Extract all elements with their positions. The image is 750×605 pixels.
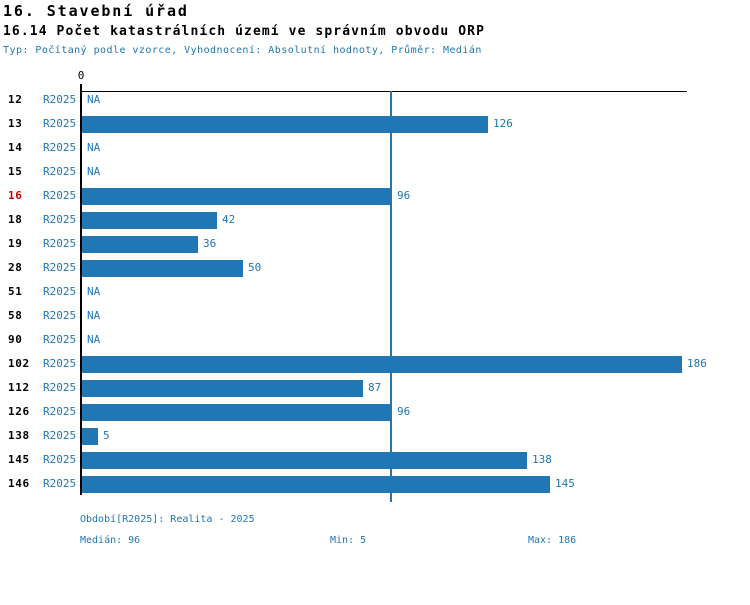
- chart-row: 12 R2025 NA: [0, 88, 750, 112]
- bar-value-label: 42: [222, 213, 236, 226]
- row-category-label: 102: [8, 357, 30, 370]
- chart-row: 58 R2025 NA: [0, 304, 750, 328]
- bar: [82, 404, 392, 421]
- row-category-label: 51: [8, 285, 23, 298]
- chart-row: 51 R2025 NA: [0, 280, 750, 304]
- na-label: NA: [87, 309, 101, 322]
- row-series-label: R2025: [43, 93, 77, 106]
- row-category-label: 138: [8, 429, 30, 442]
- chart-row: 15 R2025 NA: [0, 160, 750, 184]
- row-series-label: R2025: [43, 189, 77, 202]
- row-category-label: 15: [8, 165, 23, 178]
- chart-row: 126 R2025 96: [0, 400, 750, 424]
- row-series-label: R2025: [43, 141, 77, 154]
- bar-value-label: 126: [493, 117, 513, 130]
- row-category-label: 19: [8, 237, 23, 250]
- row-category-label: 126: [8, 405, 30, 418]
- row-series-label: R2025: [43, 405, 77, 418]
- row-category-label: 145: [8, 453, 30, 466]
- bar: [82, 212, 217, 229]
- row-category-label: 18: [8, 213, 23, 226]
- chart-row: 112 R2025 87: [0, 376, 750, 400]
- bar: [82, 380, 363, 397]
- chart-row: 28 R2025 50: [0, 256, 750, 280]
- median-reference-line: [390, 91, 392, 502]
- row-category-label: 14: [8, 141, 23, 154]
- bar: [82, 476, 550, 493]
- row-series-label: R2025: [43, 333, 77, 346]
- bar-value-label: 186: [687, 357, 707, 370]
- bar-value-label: 36: [203, 237, 217, 250]
- row-series-label: R2025: [43, 261, 77, 274]
- na-label: NA: [87, 285, 101, 298]
- footer-period: Období[R2025]: Realita - 2025: [80, 514, 255, 525]
- chart-row: 146 R2025 145: [0, 472, 750, 496]
- row-category-label: 112: [8, 381, 30, 394]
- chart-row: 13 R2025 126: [0, 112, 750, 136]
- bar-value-label: 50: [248, 261, 262, 274]
- bar: [82, 356, 682, 373]
- bar: [82, 116, 488, 133]
- row-category-label: 28: [8, 261, 23, 274]
- row-category-label: 58: [8, 309, 23, 322]
- chart-row: 18 R2025 42: [0, 208, 750, 232]
- chart-meta-info: Typ: Počítaný podle vzorce, Vyhodnocení:…: [3, 45, 482, 56]
- row-series-label: R2025: [43, 117, 77, 130]
- footer-max: Max: 186: [528, 535, 577, 546]
- chart-row: 138 R2025 5: [0, 424, 750, 448]
- bar-value-label: 96: [397, 189, 411, 202]
- chart-title: 16.14 Počet katastrálních území ve správ…: [3, 24, 486, 39]
- footer-median: Medián: 96: [80, 535, 141, 546]
- na-label: NA: [87, 333, 101, 346]
- bar-value-label: 96: [397, 405, 411, 418]
- chart-row: 102 R2025 186: [0, 352, 750, 376]
- row-series-label: R2025: [43, 213, 77, 226]
- chart-row: 145 R2025 138: [0, 448, 750, 472]
- row-category-label: 12: [8, 93, 23, 106]
- x-axis-top-line: [80, 91, 687, 92]
- row-series-label: R2025: [43, 381, 77, 394]
- bar-value-label: 138: [532, 453, 552, 466]
- chart-row: 90 R2025 NA: [0, 328, 750, 352]
- row-category-label: 16: [8, 189, 23, 202]
- row-series-label: R2025: [43, 285, 77, 298]
- na-label: NA: [87, 93, 101, 106]
- chart-row: 14 R2025 NA: [0, 136, 750, 160]
- bar: [82, 236, 198, 253]
- bar: [82, 188, 392, 205]
- bar-value-label: 145: [555, 477, 575, 490]
- bar: [82, 452, 527, 469]
- row-series-label: R2025: [43, 165, 77, 178]
- bar-value-label: 87: [368, 381, 382, 394]
- row-series-label: R2025: [43, 429, 77, 442]
- bar-value-label: 5: [103, 429, 110, 442]
- page-title: 16. Stavební úřad: [3, 2, 189, 20]
- chart-row: 19 R2025 36: [0, 232, 750, 256]
- y-axis-line: [80, 84, 82, 495]
- footer-min: Min: 5: [330, 535, 367, 546]
- row-category-label: 146: [8, 477, 30, 490]
- bar: [82, 428, 98, 445]
- row-series-label: R2025: [43, 357, 77, 370]
- row-series-label: R2025: [43, 309, 77, 322]
- row-series-label: R2025: [43, 453, 77, 466]
- x-axis-zero-tick-label: 0: [77, 69, 85, 82]
- row-category-label: 90: [8, 333, 23, 346]
- na-label: NA: [87, 165, 101, 178]
- bar: [82, 260, 243, 277]
- chart-row: 16 R2025 96: [0, 184, 750, 208]
- row-series-label: R2025: [43, 237, 77, 250]
- row-series-label: R2025: [43, 477, 77, 490]
- row-category-label: 13: [8, 117, 23, 130]
- na-label: NA: [87, 141, 101, 154]
